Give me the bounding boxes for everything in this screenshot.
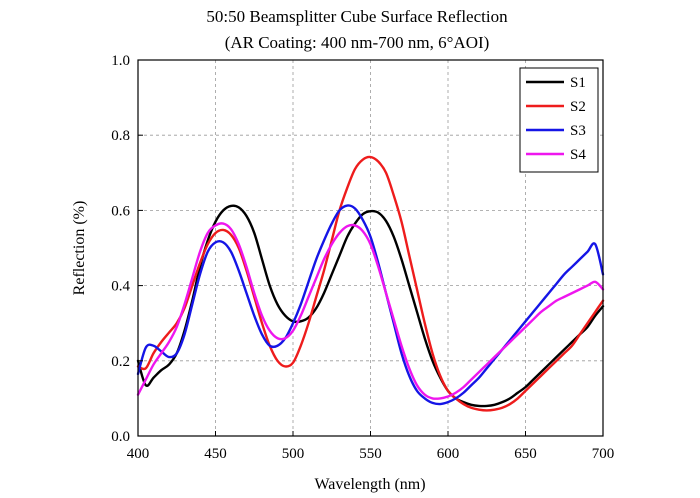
y-tick-label: 0.4 — [111, 279, 130, 295]
legend-label-s4: S4 — [570, 147, 586, 163]
series-line-s4 — [136, 222, 605, 400]
y-tick-label: 0.8 — [111, 128, 130, 144]
x-tick-label: 500 — [282, 446, 305, 462]
y-tick-label: 1.0 — [111, 53, 130, 69]
y-tick-label: 0.2 — [111, 354, 130, 370]
x-tick-label: 400 — [127, 446, 150, 462]
legend-box — [519, 67, 599, 173]
x-tick-label: 450 — [204, 446, 227, 462]
x-axis-label: Wavelength (nm) — [314, 476, 425, 493]
chart-subtitle: (AR Coating: 400 nm-700 nm, 6°AOI) — [225, 33, 490, 52]
y-axis-label: Reflection (%) — [71, 201, 88, 296]
x-tick-label: 700 — [592, 446, 615, 462]
series-lines — [136, 155, 605, 412]
x-tick-labels: 400 450 500 550 600 650 700 — [127, 446, 615, 462]
series-line-s3 — [136, 204, 605, 406]
y-tick-label: 0.0 — [111, 429, 130, 445]
y-tick-label: 0.6 — [111, 203, 130, 219]
x-tick-label: 650 — [514, 446, 537, 462]
x-tick-label: 600 — [437, 446, 460, 462]
legend-label-s2: S2 — [570, 99, 586, 115]
chart-title: 50:50 Beamsplitter Cube Surface Reflecti… — [206, 7, 508, 26]
legend-label-s1: S1 — [570, 75, 586, 91]
legend-label-s3: S3 — [570, 123, 586, 139]
x-tick-label: 550 — [359, 446, 382, 462]
series-line-s1 — [136, 204, 605, 408]
series-line-s2 — [136, 155, 605, 412]
y-tick-labels: 0.0 0.2 0.4 0.6 0.8 1.0 — [111, 53, 130, 445]
legend: S1 S2 S3 S4 — [519, 67, 599, 173]
axis-ticks — [137, 59, 604, 437]
